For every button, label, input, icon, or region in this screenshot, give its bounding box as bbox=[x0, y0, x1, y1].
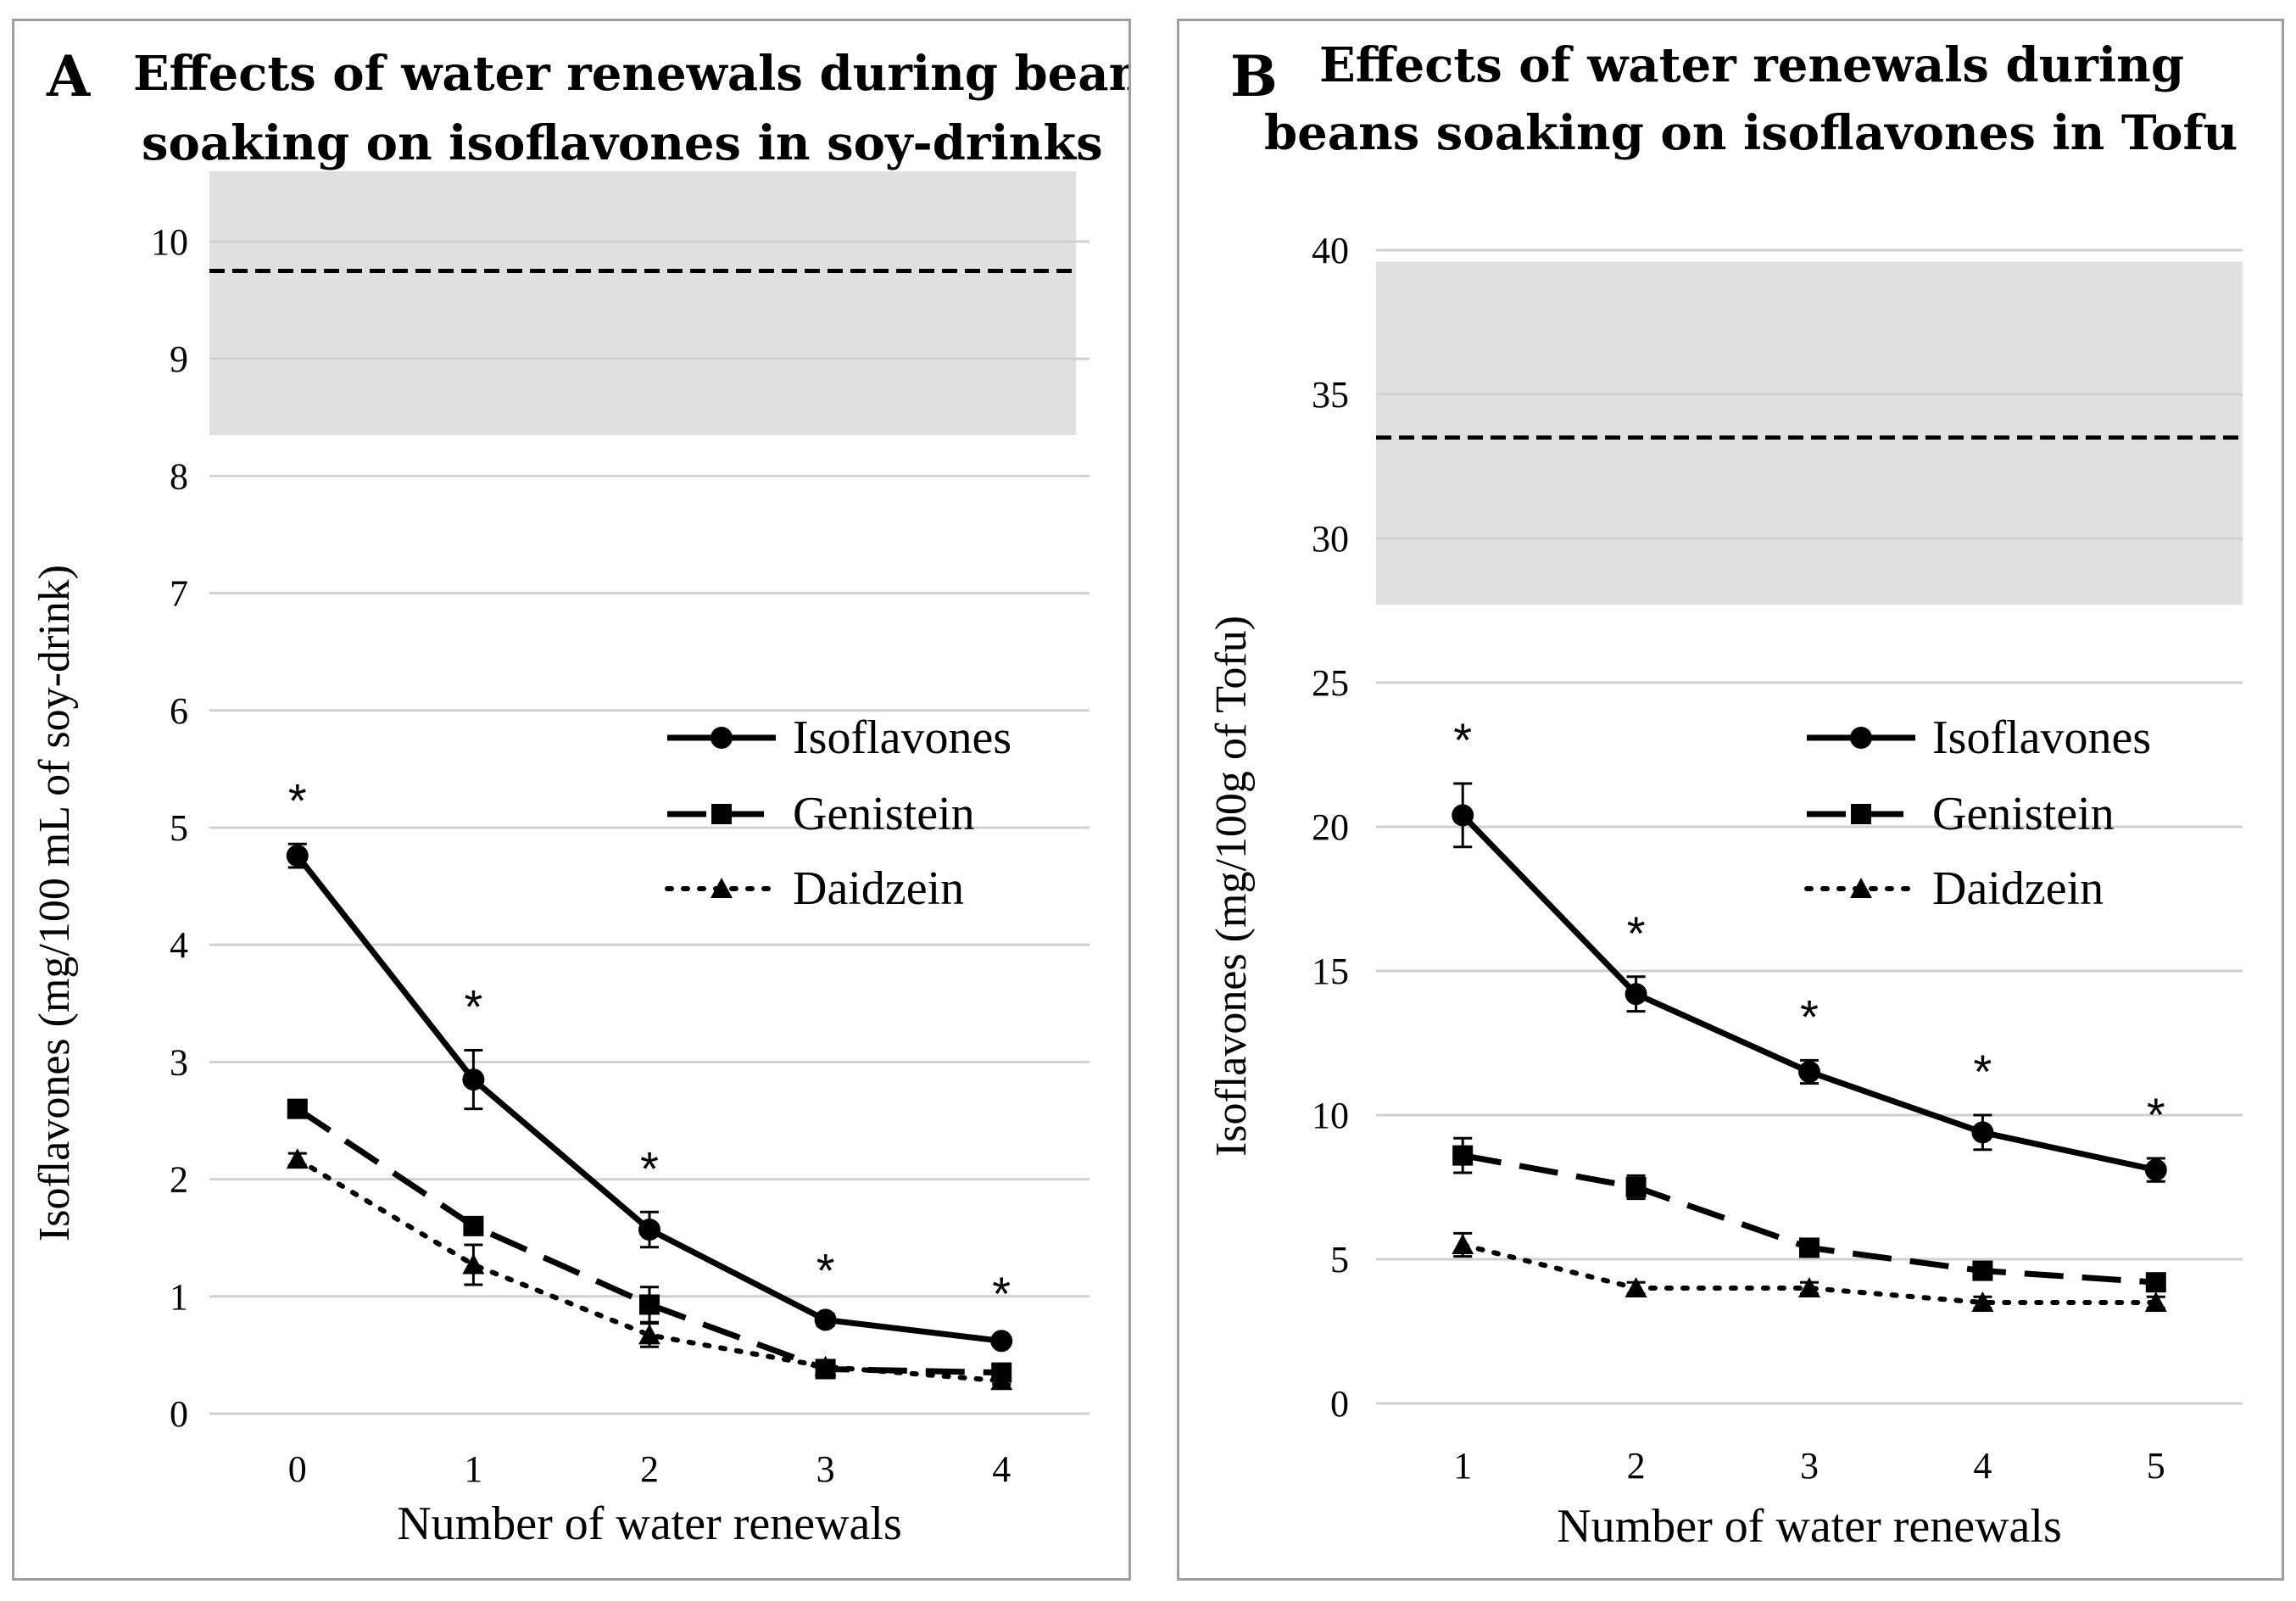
data-point-genistein bbox=[1972, 1260, 1993, 1281]
chart-panel-b: 0 5 10 15 20 25 30 35 40 1 2 3 4 5 * * * * * Isoflavones Gen… bbox=[1177, 19, 2284, 1581]
y-tick-label: 20 bbox=[1312, 806, 1349, 848]
data-point-isoflavones bbox=[990, 1330, 1013, 1353]
chart-b-svg: 0 5 10 15 20 25 30 35 40 1 2 3 4 5 * * * * * Isoflavones Gen… bbox=[1207, 37, 2243, 1553]
legend-marker bbox=[1850, 878, 1872, 898]
significance-star: * bbox=[2147, 1088, 2165, 1141]
y-tick-label: 3 bbox=[170, 1041, 188, 1083]
data-point-daidzein bbox=[1798, 1277, 1820, 1297]
y-tick-label: 8 bbox=[170, 455, 188, 497]
significance-star: * bbox=[465, 980, 483, 1034]
legend-label: Isoflavones bbox=[793, 711, 1011, 764]
y-tick-label: 25 bbox=[1312, 662, 1349, 704]
series-line-genistein bbox=[1462, 1152, 2157, 1286]
data-point-daidzein bbox=[814, 1355, 837, 1376]
y-tick-label: 0 bbox=[170, 1393, 188, 1435]
x-axis-title: Number of water renewals bbox=[1557, 1500, 2062, 1553]
data-point-daidzein bbox=[1971, 1291, 1994, 1312]
data-point-daidzein bbox=[2144, 1291, 2167, 1312]
x-tick-label: 1 bbox=[1453, 1445, 1472, 1487]
data-point-isoflavones bbox=[286, 845, 309, 867]
data-point-daidzein bbox=[638, 1324, 660, 1345]
x-tick-label: 5 bbox=[2147, 1445, 2165, 1487]
significance-star: * bbox=[1974, 1045, 1992, 1098]
reference-band bbox=[209, 171, 1076, 435]
y-tick-label: 4 bbox=[170, 924, 188, 966]
data-point-isoflavones bbox=[814, 1308, 837, 1331]
x-tick-label: 1 bbox=[464, 1448, 482, 1490]
data-point-daidzein bbox=[990, 1369, 1013, 1391]
y-tick-label: 10 bbox=[151, 221, 188, 263]
y-tick-label: 7 bbox=[170, 573, 188, 615]
legend-marker bbox=[1850, 727, 1872, 749]
data-point-isoflavones bbox=[2144, 1158, 2167, 1181]
significance-star: * bbox=[992, 1267, 1011, 1320]
panel-letter: B bbox=[1230, 43, 1278, 109]
x-tick-label: 3 bbox=[1800, 1445, 1819, 1487]
significance-star: * bbox=[1627, 906, 1646, 960]
chart-panel-a: 0 1 2 3 4 5 6 7 8 9 10 0 1 2 3 4 * * * * * Isoflavones Geniste… bbox=[12, 19, 1131, 1581]
legend-label: Genistein bbox=[1932, 788, 2115, 840]
data-point-genistein bbox=[1799, 1237, 1820, 1258]
x-tick-label: 2 bbox=[640, 1448, 659, 1490]
y-tick-label: 6 bbox=[170, 690, 188, 732]
y-tick-label: 0 bbox=[1330, 1383, 1349, 1425]
legend-label: Daidzein bbox=[1932, 862, 2104, 915]
panel-letter: A bbox=[46, 43, 91, 109]
chart-title-line: Effects of water renewals during bbox=[1319, 37, 2184, 93]
x-axis-title: Number of water renewals bbox=[397, 1498, 902, 1550]
legend-marker bbox=[711, 727, 733, 749]
chart-title-line: Effects of water renewals during beans bbox=[133, 46, 1128, 102]
x-tick-label: 2 bbox=[1627, 1445, 1646, 1487]
y-tick-label: 15 bbox=[1312, 951, 1349, 992]
y-tick-label: 30 bbox=[1312, 518, 1349, 560]
x-tick-label: 4 bbox=[1973, 1445, 1992, 1487]
legend-label: Genistein bbox=[793, 788, 975, 840]
y-tick-label: 40 bbox=[1312, 230, 1349, 271]
data-point-genistein bbox=[639, 1294, 660, 1315]
data-point-isoflavones bbox=[1798, 1061, 1820, 1083]
data-point-genistein bbox=[463, 1215, 484, 1236]
legend-label: Isoflavones bbox=[1932, 711, 2151, 764]
reference-band bbox=[1376, 261, 2243, 605]
data-point-isoflavones bbox=[638, 1219, 660, 1241]
series-line-daidzein bbox=[294, 1157, 1005, 1384]
significance-star: * bbox=[1453, 713, 1472, 767]
y-tick-label: 9 bbox=[170, 338, 188, 380]
data-point-genistein bbox=[1625, 1177, 1647, 1197]
x-tick-label: 4 bbox=[992, 1448, 1011, 1490]
chart-title-line: beans soaking on isoflavones in Tofu bbox=[1264, 105, 2237, 161]
data-point-isoflavones bbox=[1452, 804, 1474, 827]
chart-a-svg: 0 1 2 3 4 5 6 7 8 9 10 0 1 2 3 4 * * * * * Isoflavones Geniste… bbox=[31, 43, 1128, 1550]
data-point-isoflavones bbox=[462, 1068, 485, 1091]
y-tick-label: 5 bbox=[170, 807, 188, 849]
y-tick-label: 1 bbox=[170, 1276, 188, 1318]
data-point-daidzein bbox=[462, 1253, 485, 1275]
y-axis-title: Isoflavones (mg/100g of Tofu) bbox=[1207, 616, 1256, 1157]
y-tick-label: 10 bbox=[1312, 1095, 1349, 1136]
legend-marker bbox=[711, 878, 733, 898]
legend-marker bbox=[711, 804, 732, 824]
y-tick-label: 2 bbox=[170, 1159, 188, 1201]
data-point-genistein bbox=[2145, 1272, 2166, 1293]
data-point-isoflavones bbox=[1971, 1121, 1994, 1144]
significance-star: * bbox=[1800, 990, 1819, 1043]
y-tick-label: 5 bbox=[1330, 1239, 1349, 1280]
chart-title-line: soaking on isoflavones in soy-drinks bbox=[142, 115, 1103, 171]
legend-label: Daidzein bbox=[793, 862, 964, 915]
x-tick-label: 3 bbox=[816, 1448, 835, 1490]
data-point-isoflavones bbox=[1624, 983, 1647, 1006]
x-tick-label: 0 bbox=[288, 1448, 307, 1490]
significance-star: * bbox=[816, 1244, 835, 1297]
significance-star: * bbox=[288, 773, 307, 827]
data-point-genistein bbox=[1452, 1145, 1474, 1166]
data-point-daidzein bbox=[1624, 1277, 1647, 1297]
y-tick-label: 35 bbox=[1312, 374, 1349, 416]
legend-marker bbox=[1851, 804, 1871, 824]
significance-star: * bbox=[640, 1141, 659, 1195]
data-point-genistein bbox=[287, 1098, 308, 1119]
data-point-daidzein bbox=[286, 1148, 309, 1169]
y-axis-title: Isoflavones (mg/100 mL of soy-drink) bbox=[31, 565, 79, 1241]
series-line-isoflavones bbox=[295, 853, 1002, 1344]
data-point-daidzein bbox=[1452, 1234, 1474, 1254]
